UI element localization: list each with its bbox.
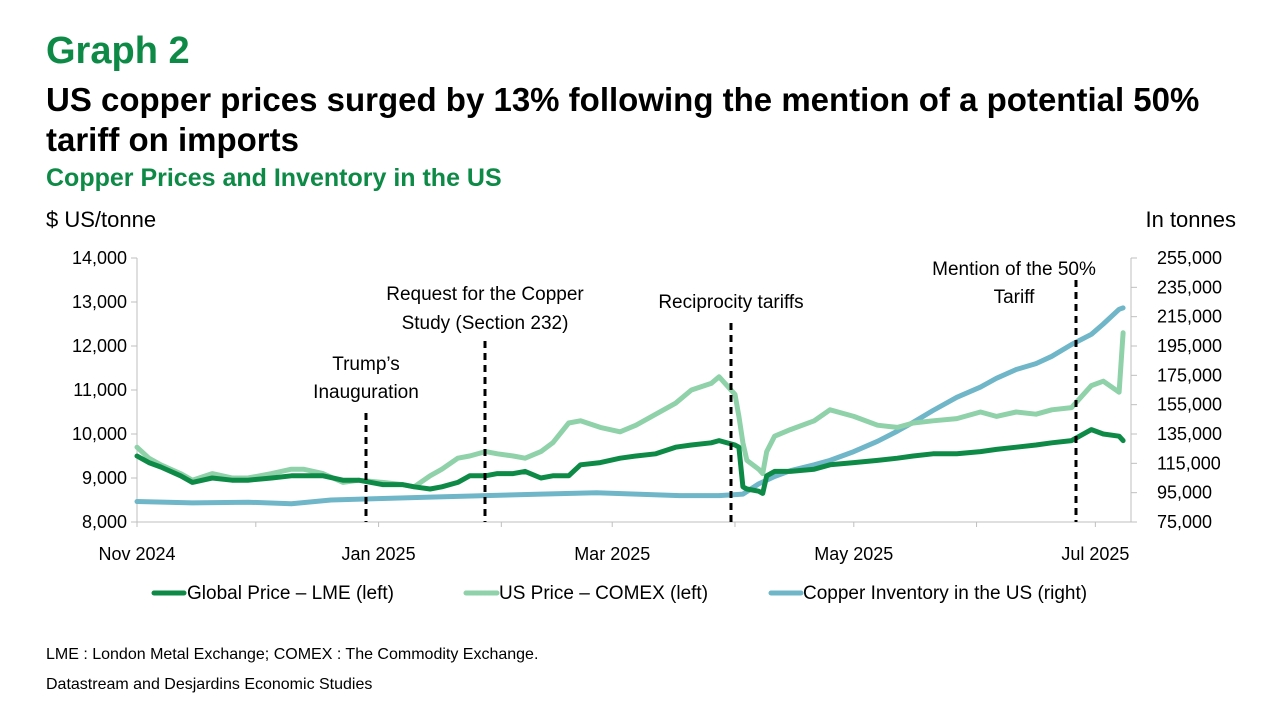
series-comex-line <box>134 330 1126 490</box>
right-tick-label: 255,000 <box>1157 248 1222 268</box>
right-tick-label: 135,000 <box>1157 424 1222 444</box>
annotation-label: Reciprocity tariffs <box>658 292 803 313</box>
left-tick-label: 11,000 <box>73 380 127 400</box>
series-inventory-line <box>134 305 1126 507</box>
right-tick-label: 155,000 <box>1157 395 1222 415</box>
left-axis-label: $ US/tonne <box>46 207 156 232</box>
left-tick-label: 9,000 <box>82 468 127 488</box>
source-note: Datastream and Desjardins Economic Studi… <box>46 676 373 693</box>
right-tick-label: 215,000 <box>1157 307 1222 327</box>
right-tick-label: 115,000 <box>1157 453 1221 473</box>
x-tick-label: Jan 2025 <box>342 544 416 564</box>
x-tick-label: Nov 2024 <box>98 544 175 564</box>
annotation-label: Inauguration <box>313 382 419 403</box>
legend-lme-label: Global Price – LME (left) <box>187 583 394 604</box>
annotation-label: Mention of the 50% <box>932 259 1096 280</box>
right-tick-label: 175,000 <box>1157 365 1222 385</box>
right-tick-label: 235,000 <box>1157 277 1222 297</box>
right-tick-label: 95,000 <box>1157 483 1212 503</box>
chart-title: US copper prices surged by 13% following… <box>46 81 1200 158</box>
graph-number: Graph 2 <box>46 30 190 72</box>
left-tick-label: 10,000 <box>72 424 127 444</box>
left-tick-label: 14,000 <box>72 248 127 268</box>
x-tick-label: Jul 2025 <box>1061 544 1129 564</box>
footnote: LME : London Metal Exchange; COMEX : The… <box>46 646 539 663</box>
x-tick-label: Mar 2025 <box>574 544 650 564</box>
right-tick-label: 75,000 <box>1157 512 1212 532</box>
left-tick-label: 12,000 <box>72 336 127 356</box>
annotation-label: Study (Section 232) <box>402 313 569 334</box>
right-axis-label: In tonnes <box>1145 207 1236 232</box>
series-lme-line <box>134 427 1126 496</box>
chart-subtitle: Copper Prices and Inventory in the US <box>46 164 502 192</box>
x-tick-label: May 2025 <box>814 544 893 564</box>
annotation-label: Request for the Copper <box>386 284 584 305</box>
legend-inventory-label: Copper Inventory in the US (right) <box>803 583 1087 604</box>
legend-comex-label: US Price – COMEX (left) <box>499 583 708 604</box>
left-tick-label: 13,000 <box>72 292 127 312</box>
annotation-label: Tariff <box>994 287 1036 308</box>
right-tick-label: 195,000 <box>1157 336 1222 356</box>
left-tick-label: 8,000 <box>82 512 127 532</box>
annotation-label: Trump’s <box>332 354 400 375</box>
